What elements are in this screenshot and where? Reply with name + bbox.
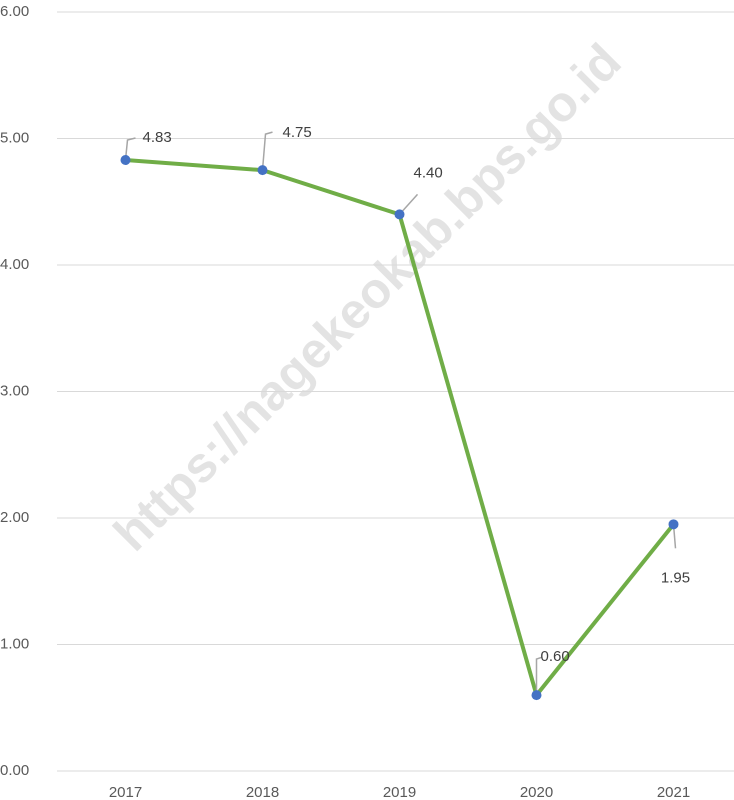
marker: [668, 519, 679, 530]
data-label: 0.60: [541, 648, 570, 665]
y-tick-label: 1.00: [0, 635, 29, 652]
y-tick-label: 2.00: [0, 509, 29, 526]
y-tick-label: 0.00: [0, 762, 29, 779]
leader-line: [535, 656, 543, 696]
leader-line: [261, 131, 273, 171]
x-tick-label: 2018: [246, 784, 279, 800]
y-tick-label: 5.00: [0, 129, 29, 146]
marker: [120, 155, 131, 166]
marker: [394, 209, 405, 220]
data-label: 4.83: [143, 129, 172, 146]
marker: [531, 690, 542, 701]
x-tick-label: 2017: [109, 784, 142, 800]
x-tick-label: 2021: [657, 784, 690, 800]
data-label: 4.40: [414, 164, 443, 181]
marker: [257, 165, 268, 176]
data-label: 1.95: [661, 569, 690, 586]
y-tick-label: 6.00: [0, 3, 29, 20]
x-tick-label: 2019: [383, 784, 416, 800]
x-tick-label: 2020: [520, 784, 553, 800]
y-tick-label: 4.00: [0, 256, 29, 273]
y-tick-label: 3.00: [0, 382, 29, 399]
watermark: https://nagekeokab.bps.go.id: [103, 33, 632, 562]
leader-line: [124, 137, 136, 161]
data-label: 4.75: [283, 124, 312, 141]
